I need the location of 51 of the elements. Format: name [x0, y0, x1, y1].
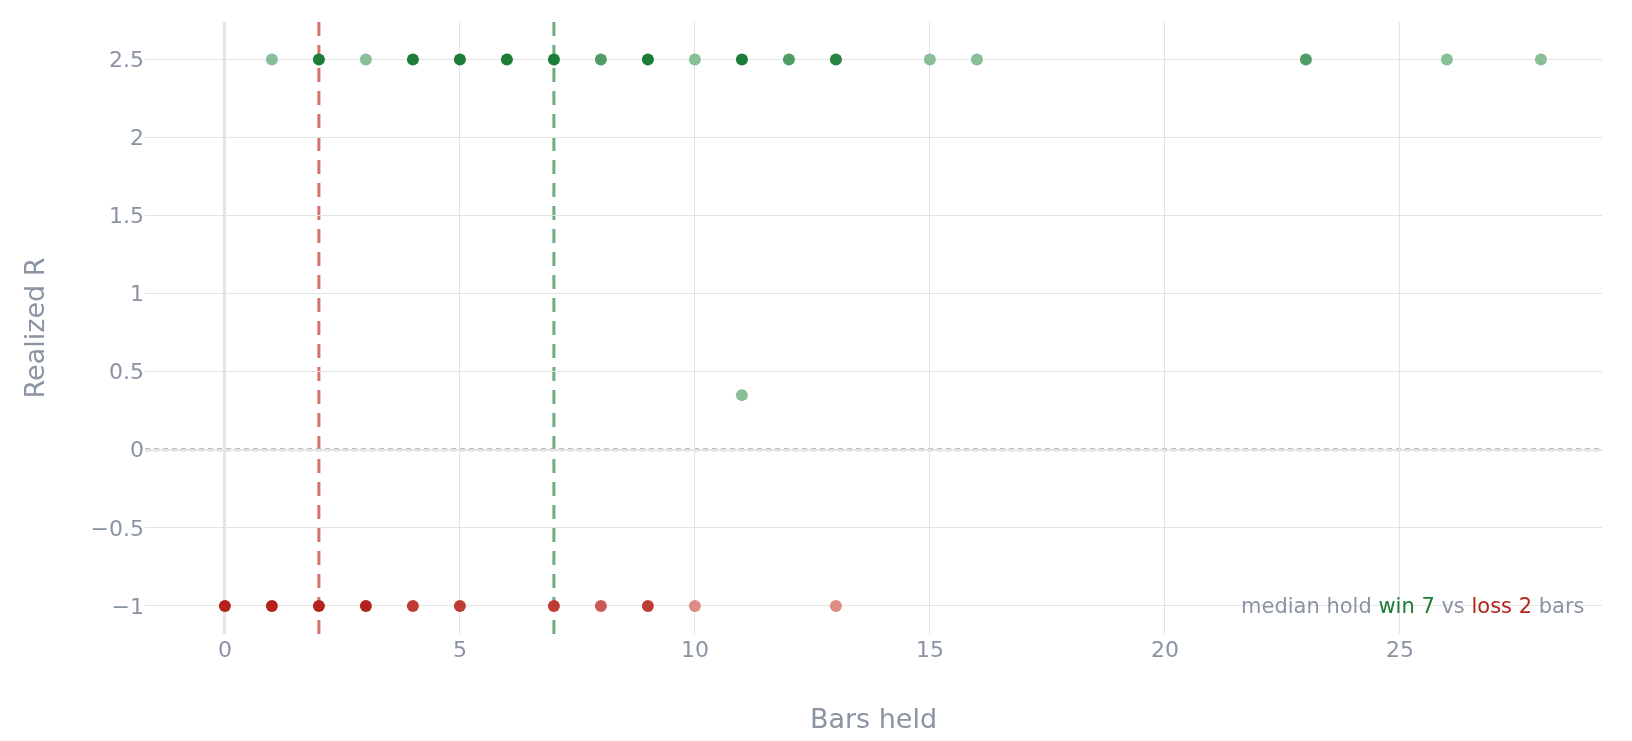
point [1534, 53, 1547, 66]
annotation: loss 2 [1471, 594, 1533, 618]
point [1299, 53, 1312, 66]
annotation: median hold [1241, 594, 1372, 618]
point [547, 53, 560, 66]
x-tick-label: 10 [680, 637, 709, 662]
y-tick-label: 1 [130, 281, 144, 307]
x-tick-label: 25 [1385, 637, 1414, 662]
point [312, 599, 325, 612]
point [453, 599, 466, 612]
y-tick-label: −1 [111, 593, 144, 619]
point [782, 53, 795, 66]
point [265, 599, 278, 612]
point [641, 53, 654, 66]
y-tick-label: 1.5 [109, 203, 144, 229]
point [500, 53, 513, 66]
y-tick-label: −0.5 [90, 515, 144, 541]
point [594, 53, 607, 66]
point [735, 53, 748, 66]
x-axis-title: Bars held [809, 703, 938, 735]
x-tick-label: 20 [1150, 637, 1179, 662]
point [218, 599, 231, 612]
point [829, 599, 842, 612]
x-tick-label: 0 [217, 637, 232, 662]
point [406, 53, 419, 66]
y-tick-label: 0.5 [109, 359, 144, 385]
point [594, 599, 607, 612]
point [1440, 53, 1453, 66]
point [359, 53, 372, 66]
point [359, 599, 372, 612]
point [641, 599, 654, 612]
x-tick-label: 15 [915, 637, 944, 662]
y-axis-title: Realized R [18, 257, 50, 399]
point [970, 53, 983, 66]
annotation: win 7 [1378, 594, 1435, 618]
y-tick-label: 2.5 [109, 47, 144, 73]
point [547, 599, 560, 612]
point [923, 53, 936, 66]
point [829, 53, 842, 66]
point [312, 53, 325, 66]
x-tick-label: 5 [452, 637, 467, 662]
point [265, 53, 278, 66]
point [406, 599, 419, 612]
point [688, 53, 701, 66]
y-tick-label: 0 [130, 437, 144, 463]
point [688, 599, 701, 612]
point [453, 53, 466, 66]
annotation: bars [1538, 594, 1585, 618]
annotation: vs [1441, 594, 1465, 618]
y-tick-label: 2 [130, 125, 144, 151]
point [735, 389, 748, 402]
